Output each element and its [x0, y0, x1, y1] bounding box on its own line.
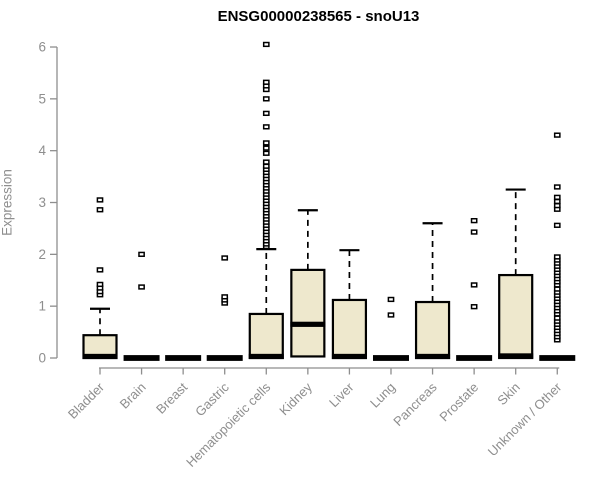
box-Pancreas	[414, 300, 451, 360]
chart-title: ENSG00000238565 - snoU13	[217, 8, 420, 25]
outlier-mark	[262, 96, 270, 102]
outlier-mark	[96, 267, 104, 273]
outlier-mark	[262, 110, 270, 117]
outlier-mark	[387, 312, 395, 318]
outlier-mark	[221, 294, 229, 300]
median-line-Unknown / Other	[539, 355, 576, 361]
median-line	[248, 353, 284, 360]
outlier-mark	[262, 140, 270, 146]
median-line-Prostate	[456, 355, 493, 361]
median-line	[415, 353, 451, 360]
x-tick-label: Breast	[153, 379, 190, 416]
outlier-mark	[553, 202, 561, 209]
outlier-mark	[138, 284, 145, 290]
box-Liver	[331, 298, 368, 360]
x-tick-label: Skin	[494, 380, 522, 408]
x-tick-label: Bladder	[65, 379, 108, 422]
median-line-Brain	[123, 355, 160, 361]
outlier-mark	[553, 198, 561, 205]
outlier-mark	[221, 255, 229, 261]
outlier-mark	[262, 41, 270, 48]
y-tick-label: 2	[38, 247, 46, 262]
x-tick-label: Pancreas	[390, 379, 440, 429]
x-tick-label: Lung	[367, 380, 398, 411]
x-tick-label: Prostate	[436, 380, 481, 425]
outlier-mark	[262, 145, 270, 151]
median-line-Lung	[372, 355, 409, 361]
outlier-mark	[470, 218, 478, 224]
outlier-mark	[138, 251, 145, 257]
median-line	[498, 353, 534, 359]
box-Skin	[498, 273, 534, 360]
outlier-mark	[470, 229, 478, 235]
y-axis-label: Expression	[0, 169, 15, 236]
outlier-mark	[553, 254, 561, 260]
outlier-mark	[553, 194, 561, 200]
y-tick-label: 1	[38, 299, 46, 314]
y-tick-label: 3	[38, 195, 46, 210]
box-Hematopoietic cells	[248, 312, 284, 360]
median-line-Gastric	[206, 355, 243, 361]
outlier-mark	[553, 315, 561, 321]
x-tick-label: Liver	[326, 379, 357, 410]
outlier-mark	[262, 159, 270, 165]
median-line	[290, 321, 326, 327]
y-tick-label: 5	[38, 91, 46, 106]
outlier-mark	[553, 286, 561, 292]
x-tick-label: Gastric	[192, 379, 232, 419]
outlier-mark	[470, 304, 478, 310]
x-tick-label: Brain	[117, 380, 149, 412]
outlier-mark	[387, 296, 395, 303]
y-tick-label: 0	[38, 351, 46, 366]
y-tick-label: 4	[38, 143, 46, 158]
outlier-mark	[470, 282, 478, 288]
outlier-mark	[262, 150, 270, 156]
outlier-mark	[553, 132, 561, 138]
outlier-mark	[96, 197, 104, 203]
outlier-mark	[262, 163, 270, 169]
outlier-mark	[96, 281, 104, 288]
median-line	[82, 353, 118, 360]
median-line	[331, 353, 367, 360]
median-line-Breast	[165, 355, 202, 361]
outlier-mark	[553, 222, 561, 228]
outlier-mark	[96, 207, 104, 213]
x-tick-label: Kidney	[276, 379, 315, 418]
outlier-mark	[553, 184, 561, 190]
y-tick-label: 6	[38, 40, 46, 55]
x-tick-label: Unknown / Other	[485, 379, 565, 459]
outlier-mark	[262, 79, 270, 85]
box-Kidney	[290, 268, 326, 358]
outlier-mark	[262, 124, 270, 130]
